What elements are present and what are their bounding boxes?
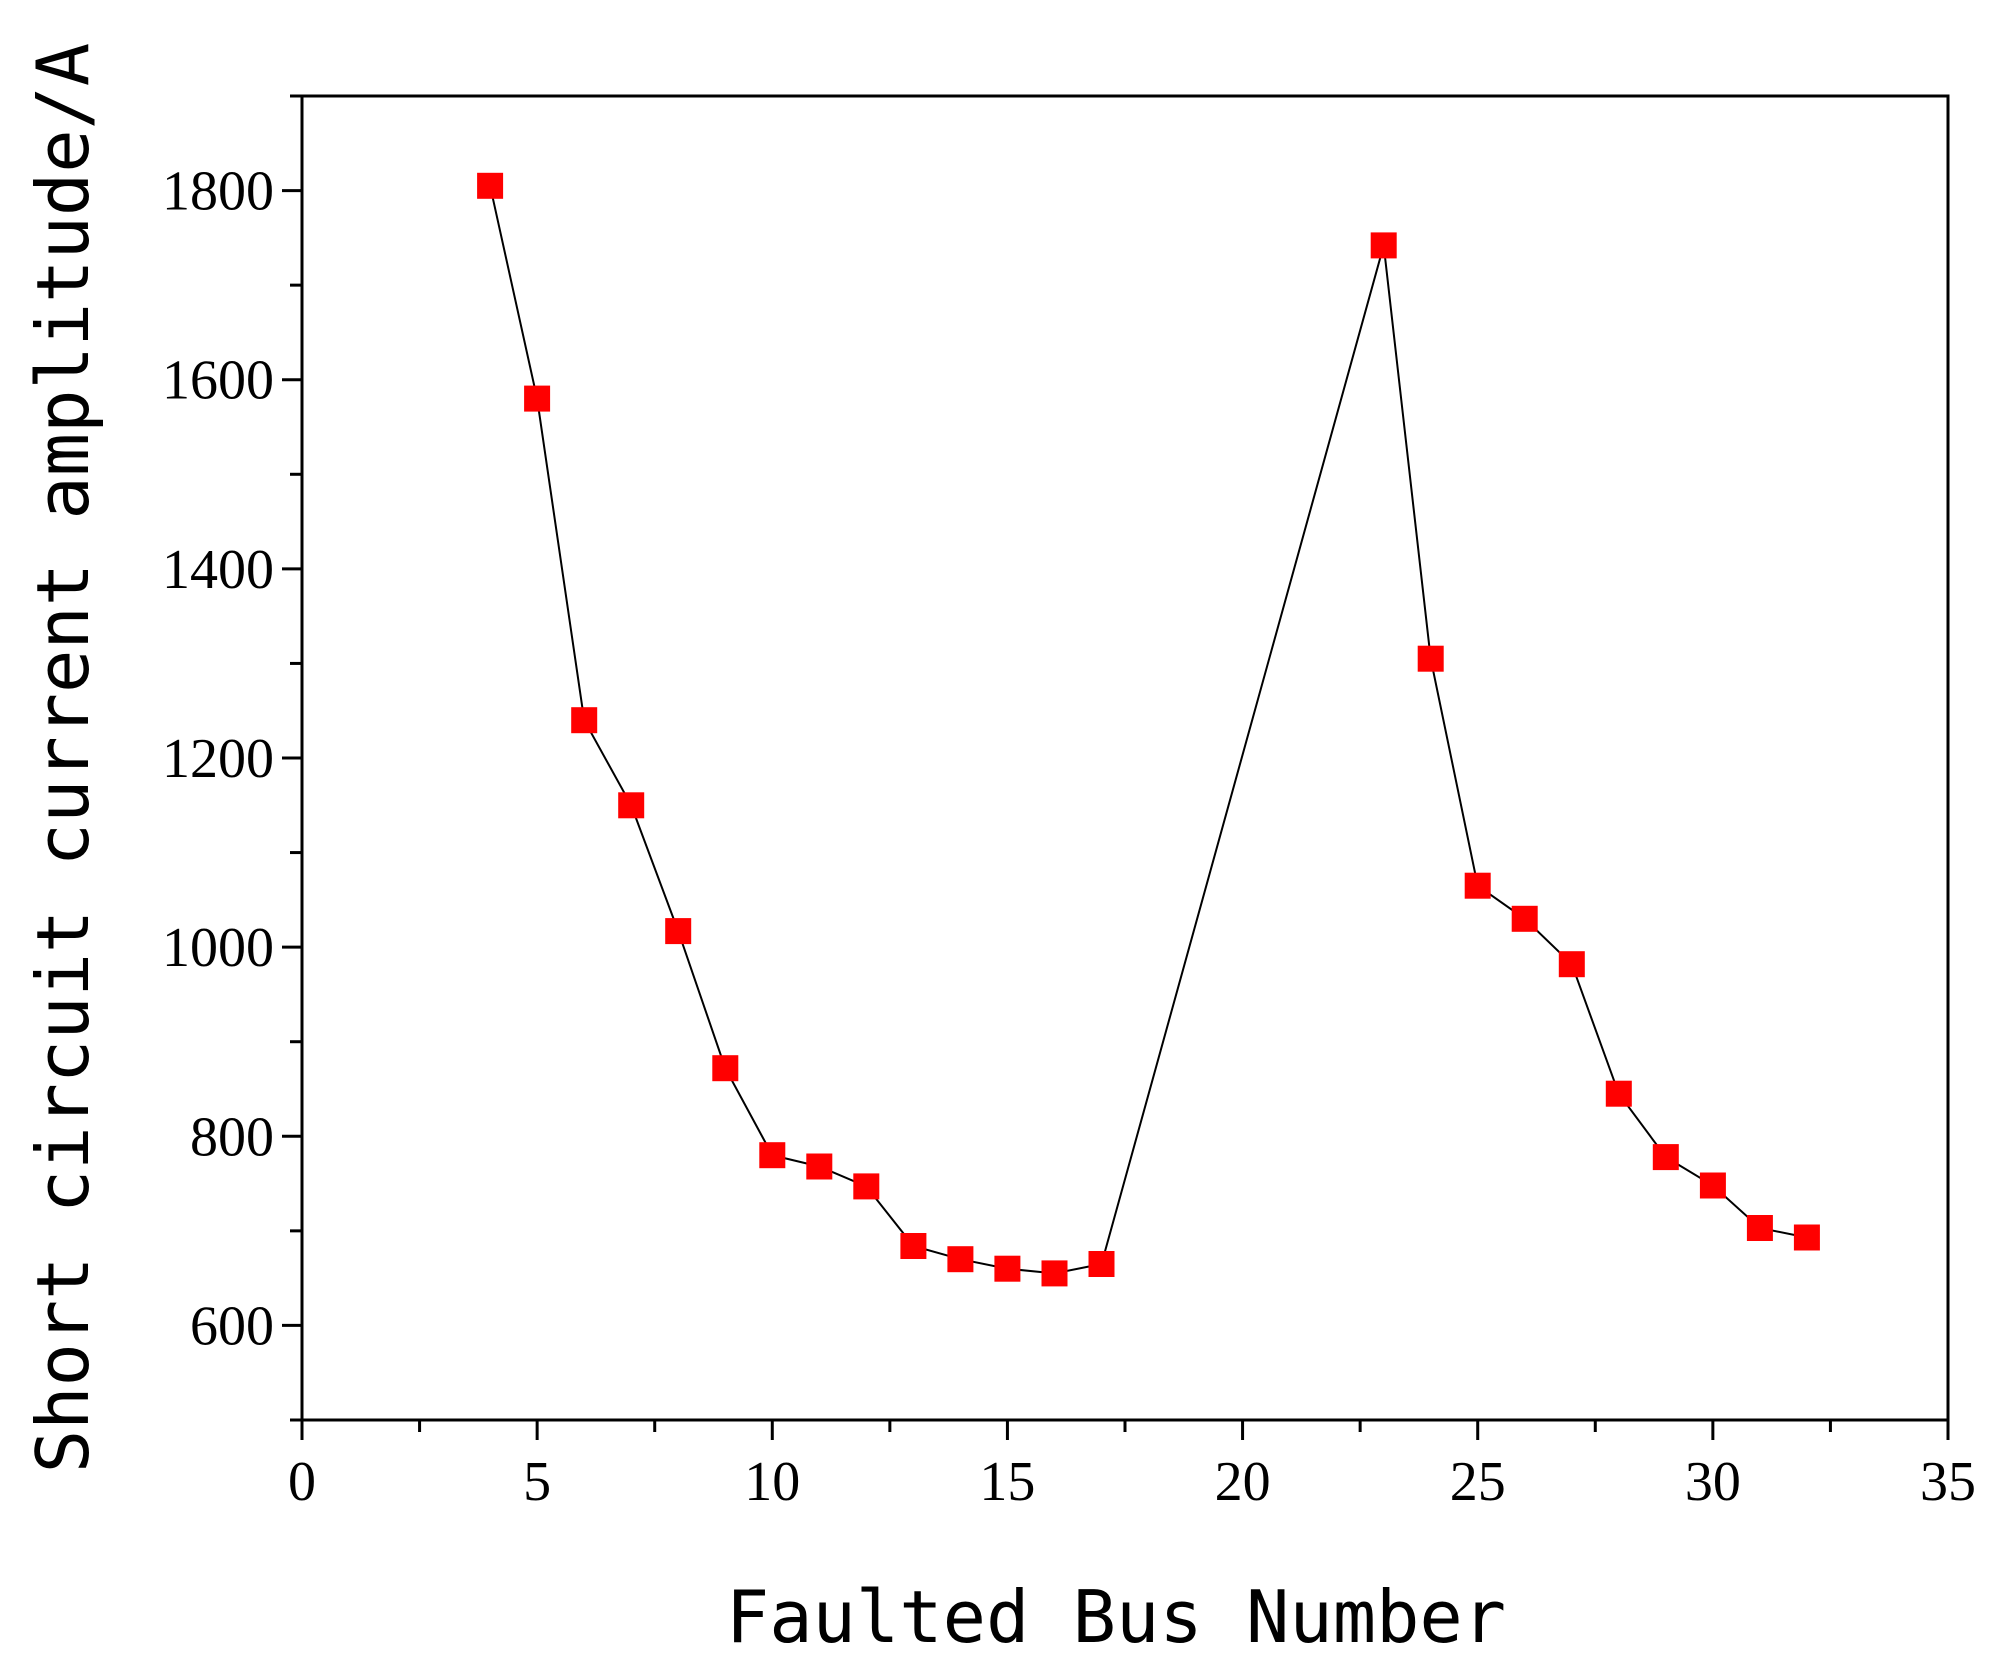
data-point bbox=[665, 918, 692, 945]
data-point bbox=[1793, 1224, 1820, 1251]
data-point bbox=[1605, 1080, 1632, 1107]
data-point bbox=[571, 707, 598, 734]
x-tick-label: 15 bbox=[979, 1451, 1035, 1513]
y-tick-label: 1400 bbox=[162, 539, 274, 601]
data-point bbox=[759, 1142, 786, 1169]
x-tick-label: 5 bbox=[523, 1451, 551, 1513]
y-tick-label: 600 bbox=[190, 1295, 274, 1357]
x-axis: 0 5 10 15 20 25 30 35 bbox=[288, 1420, 1976, 1513]
y-tick-label: 800 bbox=[190, 1106, 274, 1168]
data-point bbox=[1417, 645, 1444, 672]
data-point bbox=[618, 792, 645, 819]
x-axis-title: Faulted Bus Number bbox=[726, 1575, 1506, 1659]
data-point bbox=[524, 385, 551, 412]
x-tick-label: 35 bbox=[1920, 1451, 1976, 1513]
data-point bbox=[806, 1153, 833, 1180]
data-point bbox=[712, 1055, 739, 1082]
data-point bbox=[994, 1255, 1021, 1282]
x-tick-label: 20 bbox=[1215, 1451, 1271, 1513]
series-line bbox=[489, 185, 1808, 1275]
y-tick-label: 1000 bbox=[162, 917, 274, 979]
data-point bbox=[1088, 1251, 1115, 1277]
data-point bbox=[1746, 1215, 1773, 1241]
x-tick-label: 30 bbox=[1685, 1451, 1741, 1513]
data-point bbox=[1558, 951, 1585, 978]
data-point bbox=[477, 172, 504, 199]
x-tick-label: 25 bbox=[1450, 1451, 1506, 1513]
data-point bbox=[853, 1173, 880, 1200]
plot-frame bbox=[300, 94, 1950, 1422]
x-tick-label: 10 bbox=[744, 1451, 800, 1513]
data-point bbox=[1464, 872, 1491, 899]
series-layer bbox=[477, 172, 1820, 1287]
data-point bbox=[1041, 1260, 1068, 1287]
y-tick-label: 1200 bbox=[162, 728, 274, 790]
x-tick-label: 0 bbox=[288, 1451, 316, 1513]
data-point bbox=[1370, 232, 1397, 259]
y-tick-label: 1800 bbox=[162, 161, 274, 223]
y-tick-label: 1600 bbox=[162, 350, 274, 412]
data-point bbox=[1699, 1172, 1726, 1199]
data-point bbox=[1511, 905, 1538, 932]
y-axis-title: Short circuit current amplitude/A bbox=[21, 43, 105, 1473]
data-point bbox=[1652, 1144, 1679, 1171]
data-point bbox=[947, 1246, 974, 1273]
data-point bbox=[900, 1233, 927, 1259]
y-axis: 600 800 1000 1200 1400 1600 1800 bbox=[162, 94, 302, 1422]
